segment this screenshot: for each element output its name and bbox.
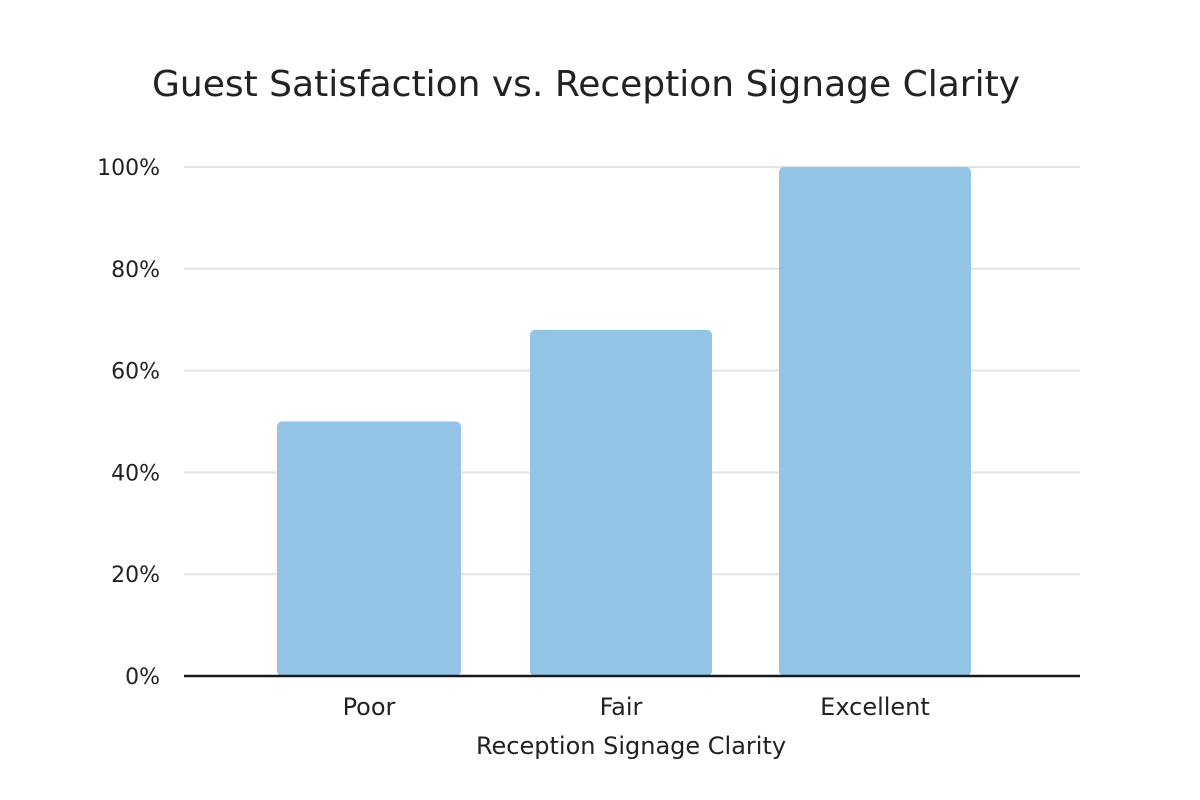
x-category-label: Fair xyxy=(600,693,643,721)
y-tick-label: 100% xyxy=(97,156,160,181)
x-category-label: Excellent xyxy=(820,693,930,721)
x-axis-categories: Poor Fair Excellent xyxy=(343,693,930,721)
y-tick-label: 60% xyxy=(111,360,160,385)
y-tick-label: 80% xyxy=(111,258,160,283)
y-tick-label: 40% xyxy=(111,461,160,486)
bar-excellent xyxy=(779,167,971,676)
bar-poor xyxy=(277,421,461,676)
x-category-label: Poor xyxy=(343,693,396,721)
y-tick-label: 0% xyxy=(125,665,160,690)
chart-title: Guest Satisfaction vs. Reception Signage… xyxy=(152,64,1020,105)
bar-layer xyxy=(277,167,971,676)
y-axis-ticks: 0% 20% 40% 60% 80% 100% xyxy=(97,156,160,690)
x-axis-label: Reception Signage Clarity xyxy=(476,732,786,760)
bar-fair xyxy=(530,329,712,676)
y-tick-label: 20% xyxy=(111,563,160,588)
